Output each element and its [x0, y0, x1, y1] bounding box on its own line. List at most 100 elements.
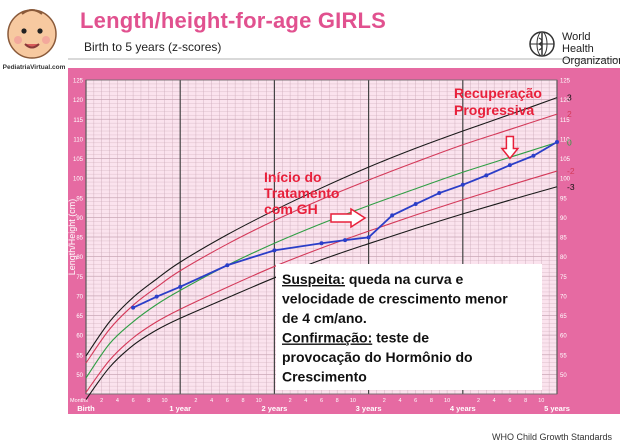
y-tick-label-left: 70 — [76, 294, 83, 300]
patient-point — [154, 294, 159, 299]
chart-title: Length/height-for-age GIRLS — [80, 8, 387, 33]
x-year-tick-label: 3 years — [356, 404, 382, 413]
recovery-annotation-line: Progressiva — [454, 102, 534, 118]
clinical-note-label: Suspeita: — [282, 271, 345, 287]
x-month-tick-label: 4 — [116, 398, 119, 404]
y-tick-label-left: 90 — [76, 216, 83, 222]
x-month-tick-label: 6 — [508, 398, 511, 404]
who-globe-icon — [528, 30, 556, 58]
x-month-tick-label: 8 — [524, 398, 527, 404]
patient-point — [484, 173, 489, 178]
clinical-note-line: velocidade de crescimento menor — [282, 291, 508, 307]
y-tick-label-right: 65 — [560, 314, 567, 320]
site-name: PediatriaVirtual.com — [2, 64, 66, 71]
z-score-line-0 — [85, 141, 558, 379]
x-month-tick-label: 10 — [256, 398, 262, 404]
y-tick-label-right: 110 — [560, 137, 570, 143]
patient-point — [178, 284, 183, 289]
clinical-note-line: de 4 cm/ano. — [282, 310, 367, 326]
who-name: World Health Organization — [562, 31, 620, 67]
x-month-tick-label: 2 — [100, 398, 103, 404]
x-month-tick-label: 2 — [194, 398, 197, 404]
x-month-tick-label: 10 — [161, 398, 167, 404]
patient-point — [319, 241, 324, 246]
patient-point — [343, 238, 348, 243]
x-month-tick-label: 6 — [132, 398, 135, 404]
y-tick-label-left: 75 — [76, 275, 83, 281]
z-score-label: 3 — [567, 93, 572, 103]
patient-point — [555, 140, 559, 145]
clinical-note-label: Confirmação: — [282, 330, 372, 346]
y-tick-label-right: 80 — [560, 255, 567, 261]
x-month-tick-label: 10 — [444, 398, 450, 404]
y-tick-label-left: 120 — [73, 98, 84, 104]
patient-point — [507, 163, 512, 168]
clinical-note-text: velocidade de crescimento menor — [282, 291, 508, 307]
y-tick-label-left: 100 — [73, 177, 84, 183]
treatment-annotation-line: com GH — [264, 201, 318, 217]
x-month-tick-label: 10 — [350, 398, 356, 404]
x-month-tick-label: 2 — [289, 398, 292, 404]
y-tick-label-left: 95 — [76, 196, 83, 202]
x-month-tick-label: 6 — [414, 398, 417, 404]
z-score-line-minus3 — [85, 186, 558, 400]
y-tick-label-right: 125 — [560, 79, 571, 85]
clinical-note-text: teste de — [372, 330, 429, 346]
x-month-tick-label: 8 — [336, 398, 339, 404]
z-score-line-3 — [85, 97, 558, 357]
clinical-note-line: Confirmação: teste de — [282, 330, 429, 346]
baby-face-logo — [4, 4, 60, 62]
treatment-annotation-line: Tratamento — [264, 185, 339, 201]
patient-point — [390, 213, 395, 218]
x-month-tick-label: 8 — [241, 398, 244, 404]
patient-point — [460, 182, 465, 187]
y-tick-label-left: 85 — [76, 236, 83, 242]
x-month-tick-label: 10 — [538, 398, 544, 404]
clinical-note-text: queda na curva e — [345, 271, 463, 287]
who-line-1: World Health — [562, 31, 594, 55]
y-tick-label-right: 95 — [560, 196, 567, 202]
y-tick-label-right: 115 — [560, 118, 570, 124]
chart-subtitle: Birth to 5 years (z-scores) — [84, 40, 222, 54]
clinical-note-box — [276, 264, 542, 390]
x-month-tick-label: 4 — [210, 398, 213, 404]
y-tick-label-right: 120 — [560, 98, 571, 104]
z-score-label: 2 — [567, 109, 572, 119]
x-row-label: Months — [70, 398, 88, 404]
clinical-note-line: Crescimento — [282, 369, 367, 385]
y-tick-label-left: 105 — [73, 157, 84, 163]
patient-point — [225, 263, 230, 268]
x-month-tick-label: 8 — [430, 398, 433, 404]
x-year-tick-label: Birth — [77, 404, 95, 413]
x-month-tick-label: 4 — [493, 398, 496, 404]
y-tick-label-left: 65 — [76, 314, 83, 320]
y-tick-label-left: 55 — [76, 353, 83, 359]
y-tick-label-right: 105 — [560, 157, 571, 163]
patient-point — [366, 235, 371, 240]
footer-credit: WHO Child Growth Standards — [491, 432, 612, 442]
y-tick-label-right: 85 — [560, 236, 567, 242]
x-month-tick-label: 4 — [304, 398, 307, 404]
x-month-tick-label: 4 — [398, 398, 401, 404]
y-tick-label-left: 60 — [76, 334, 83, 340]
clinical-note-text: provocação do Hormônio do — [282, 349, 473, 365]
plot-border — [85, 79, 558, 395]
recovery-arrow — [500, 135, 520, 160]
x-month-tick-label: 2 — [477, 398, 480, 404]
x-year-tick-label: 4 years — [450, 404, 476, 413]
clinical-note-line: Suspeita: queda na curva e — [282, 271, 463, 287]
x-year-tick-label: 1 year — [169, 404, 191, 413]
patient-point — [272, 248, 277, 253]
y-tick-label-left: 115 — [73, 118, 83, 124]
clinical-note-text: de 4 cm/ano. — [282, 310, 367, 326]
patient-point — [413, 202, 418, 207]
z-score-line-2 — [85, 113, 558, 364]
y-tick-label-left: 50 — [76, 373, 83, 379]
patient-point — [531, 153, 536, 158]
clinical-note-line: provocação do Hormônio do — [282, 349, 473, 365]
patient-point — [437, 191, 442, 196]
x-month-tick-label: 6 — [226, 398, 229, 404]
patient-growth-line — [132, 141, 558, 309]
